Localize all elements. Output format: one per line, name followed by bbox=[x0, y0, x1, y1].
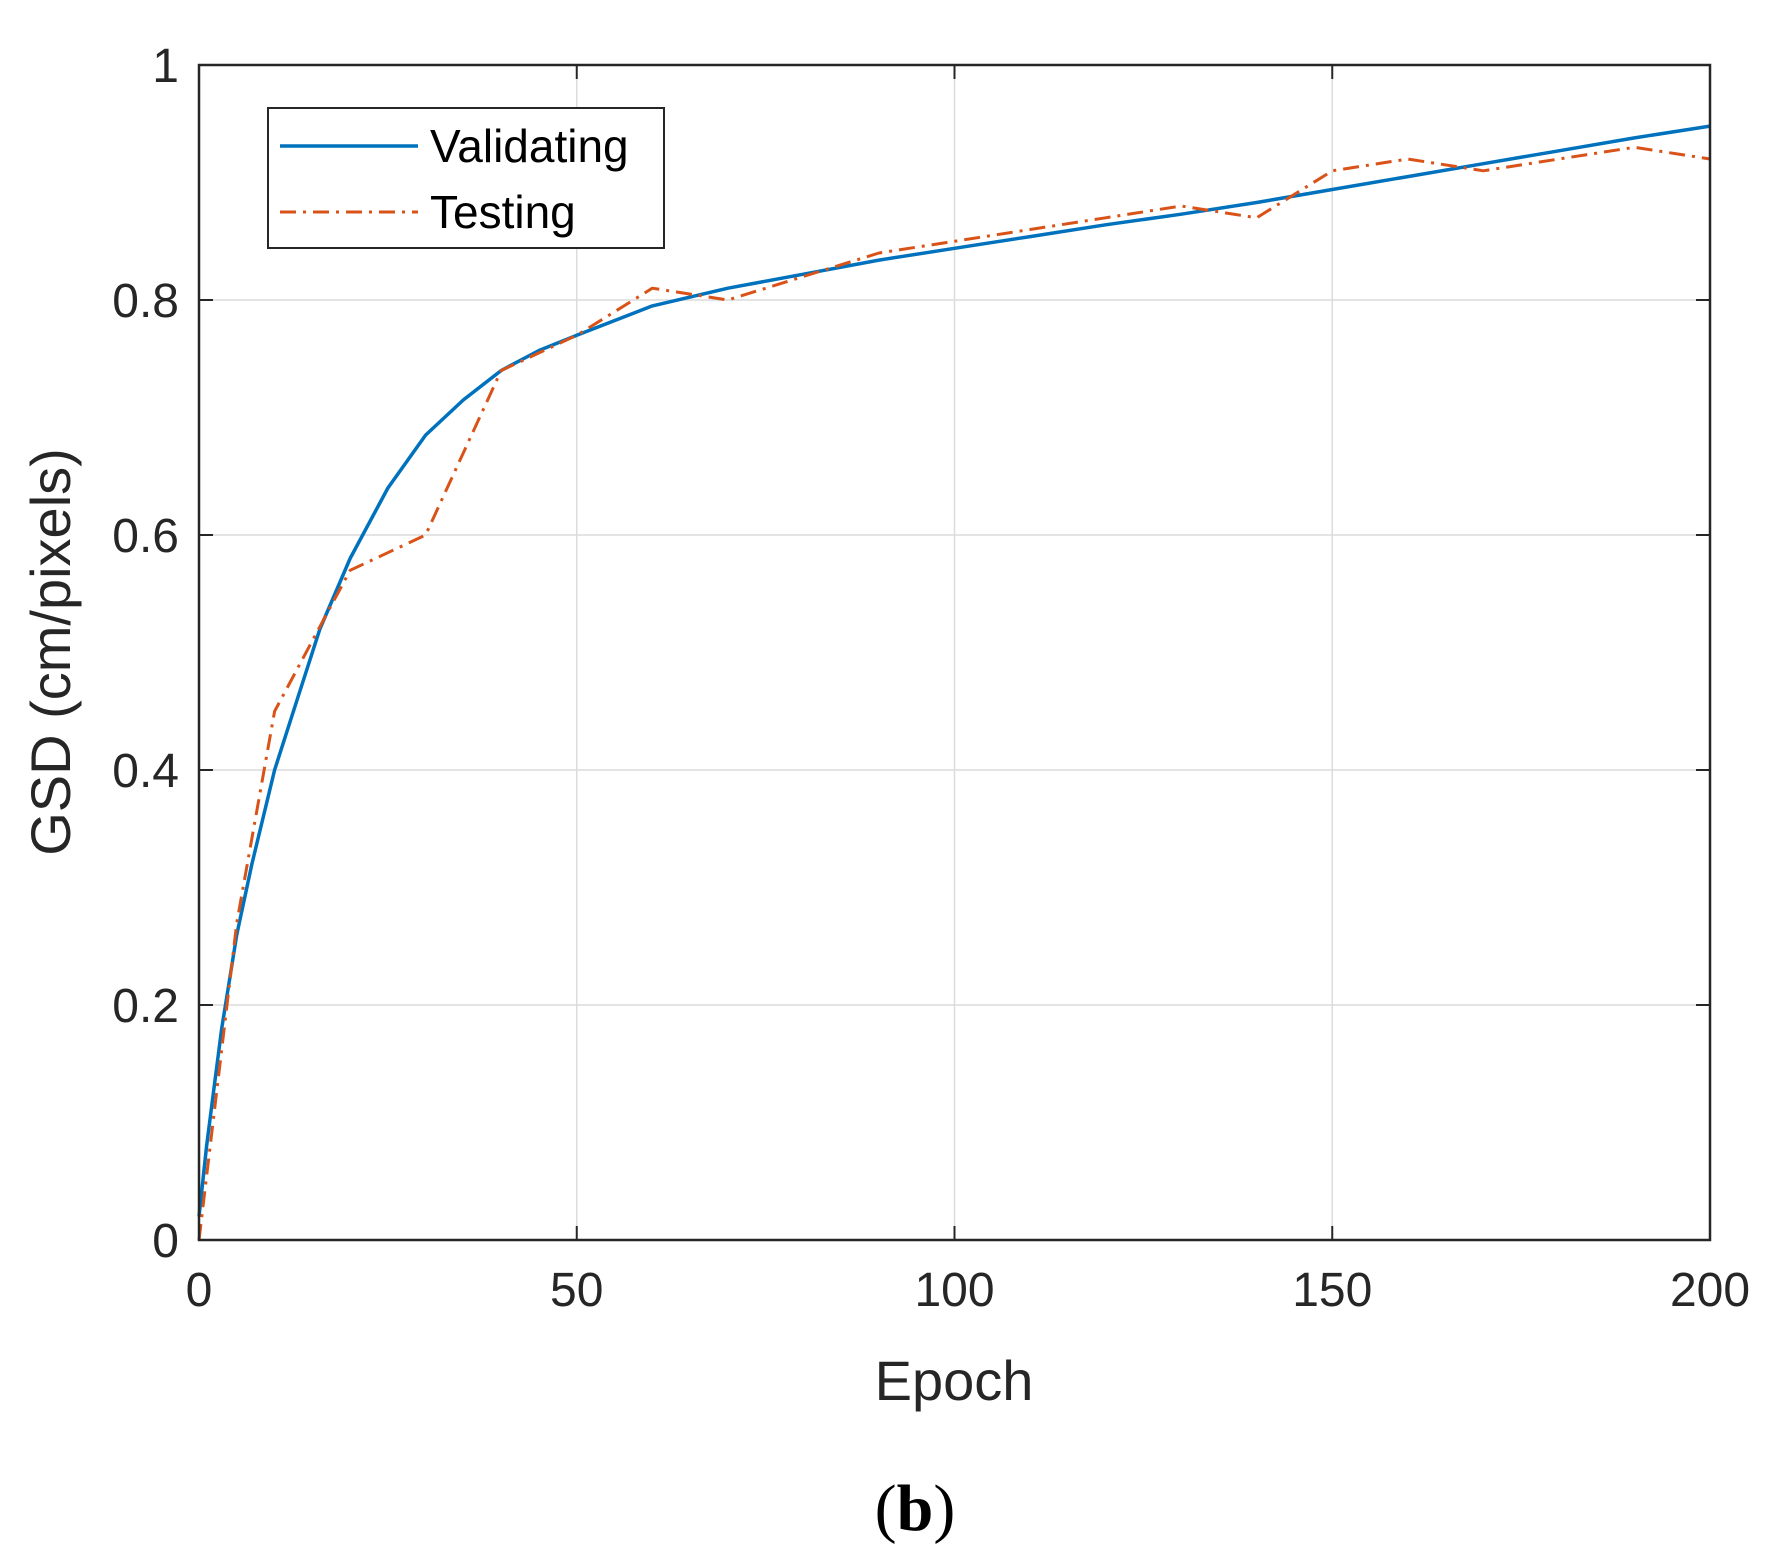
series-line-validating bbox=[197, 124, 1711, 1217]
x-axis-title: Epoch bbox=[875, 1349, 1034, 1412]
x-tick-label: 0 bbox=[186, 1264, 213, 1317]
x-tick-label: 100 bbox=[914, 1264, 994, 1317]
gridlines bbox=[199, 65, 1710, 1240]
axis-ticks bbox=[198, 64, 1711, 1241]
panel-label-letter: b bbox=[897, 1472, 934, 1545]
x-tick-label: 50 bbox=[550, 1264, 603, 1317]
y-tick-label: 0.6 bbox=[112, 510, 179, 563]
series-line-testing bbox=[197, 145, 1711, 1241]
legend-box bbox=[267, 107, 665, 249]
series-layer bbox=[197, 124, 1711, 1241]
tick-labels: 0 50 100 150 200 0 0.2 0.4 0.6 0.8 1 bbox=[112, 40, 1750, 1317]
x-tick-label: 150 bbox=[1292, 1264, 1372, 1317]
y-tick-label: 0.8 bbox=[112, 275, 179, 328]
y-tick-label: 0.4 bbox=[112, 745, 179, 798]
panel-label: (b) bbox=[875, 1472, 956, 1545]
panel-label-close: ) bbox=[933, 1472, 955, 1545]
y-axis-title: GSD (cm/pixels) bbox=[19, 448, 82, 856]
x-tick-label: 200 bbox=[1670, 1264, 1750, 1317]
legend-label-testing: Testing bbox=[430, 186, 576, 238]
y-tick-label: 1 bbox=[152, 40, 179, 93]
legend-label-validating: Validating bbox=[430, 120, 629, 172]
y-tick-label: 0.2 bbox=[112, 980, 179, 1033]
panel-label-open: ( bbox=[875, 1472, 897, 1545]
legend: Validating Testing bbox=[267, 107, 665, 249]
y-tick-label: 0 bbox=[152, 1215, 179, 1268]
